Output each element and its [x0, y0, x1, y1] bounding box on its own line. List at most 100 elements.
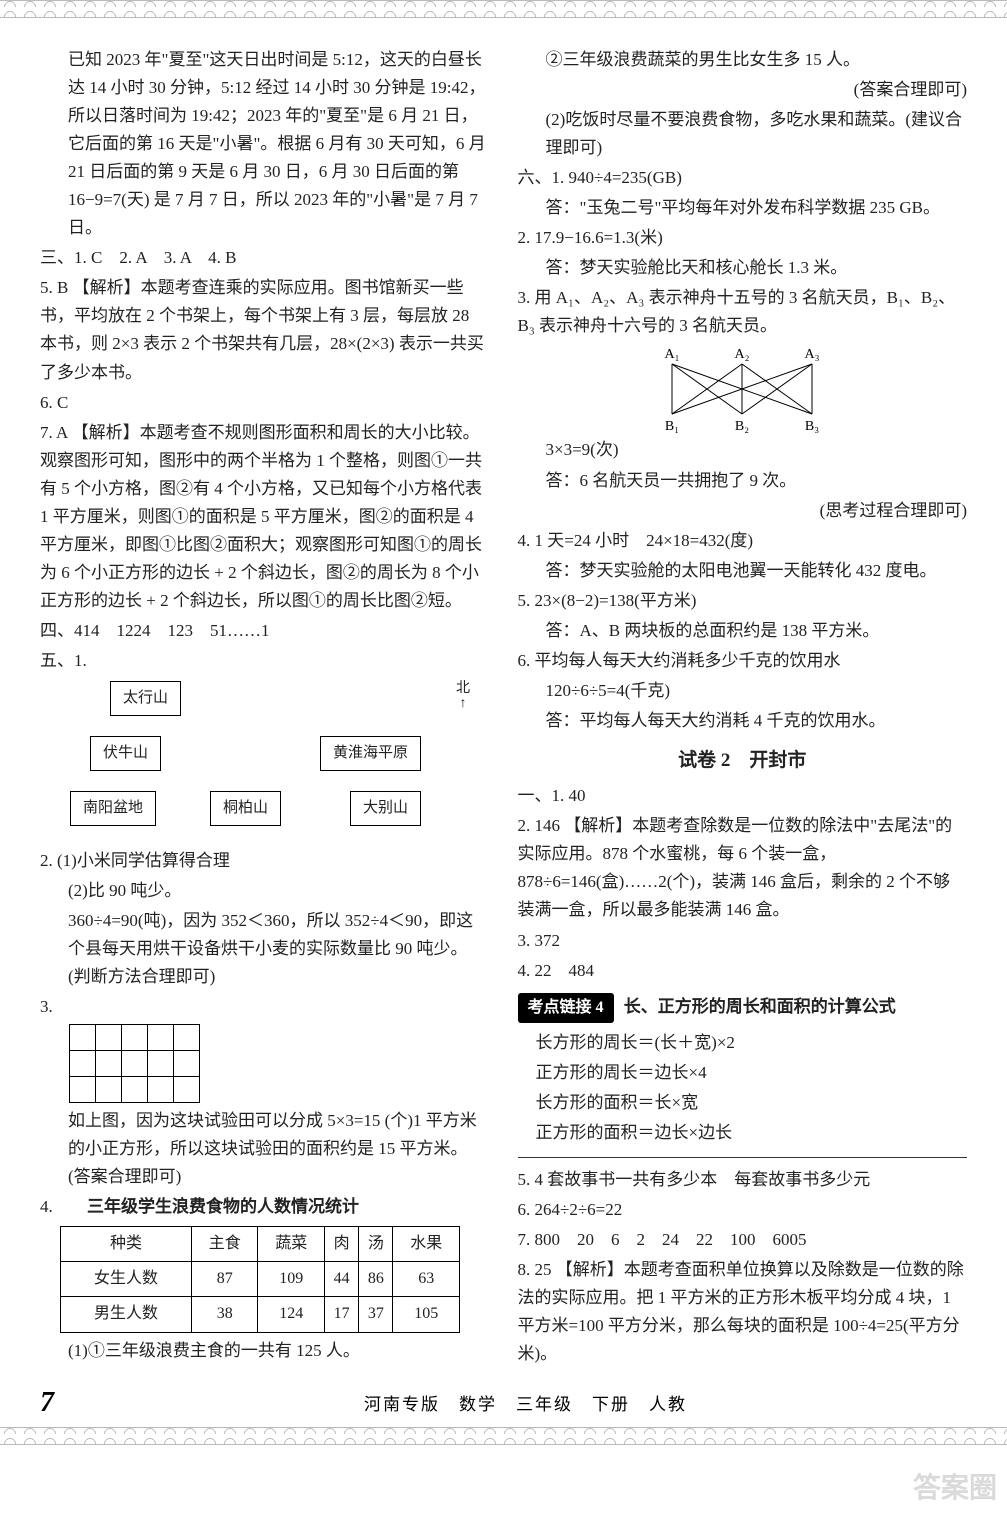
td: 37: [359, 1297, 393, 1332]
p2-1: 一、1. 40: [518, 782, 968, 810]
box-huanghuai: 黄淮海平原: [320, 736, 421, 771]
kaodian-row: 考点链接 4 长、正方形的周长和面积的计算公式: [518, 993, 968, 1023]
p2-7: 7. 800 20 6 2 24 22 100 6005: [518, 1226, 968, 1254]
td: 109: [258, 1261, 325, 1296]
td: 87: [191, 1261, 258, 1296]
sec5-1-label: 五、1.: [40, 647, 490, 675]
watermark: 答案圈: [913, 1466, 997, 1506]
box-taihang: 太行山: [110, 681, 181, 716]
sec3-item7: 7. A 【解析】本题考查不规则图形面积和周长的大小比较。观察图形可知，图形中的…: [40, 419, 490, 615]
s6-4: 4. 1 天=24 小时 24×18=432(度): [518, 527, 968, 555]
compass-icon: 北 ↑: [456, 681, 470, 712]
bipartite-graph: A₁ A₂ A₃ B₁ B₂ B₃: [632, 344, 852, 434]
sec3-item5: 5. B 【解析】本题考查连乘的实际应用。图书馆新买一些书，平均放在 2 个书架…: [40, 274, 490, 386]
td: 124: [258, 1297, 325, 1332]
s6-6b: 120÷6÷5=4(千克): [518, 677, 968, 705]
wave-decoration-bottom: [0, 1427, 1007, 1445]
kaodian-box: 长方形的周长＝(长＋宽)×2 正方形的周长＝边长×4 长方形的面积＝长×宽 正方…: [518, 1029, 968, 1158]
r2: (2)吃饭时尽量不要浪费食物，多吃水果和蔬菜。(建议合理即可): [518, 106, 968, 162]
sec3-line1: 三、1. C 2. A 3. A 4. B: [40, 244, 490, 272]
left-column: 已知 2023 年"夏至"这天日出时间是 5:12，这天的白昼长达 14 小时 …: [40, 46, 490, 1371]
table-row: 女生人数 87 109 44 86 63: [61, 1261, 460, 1296]
node-b3: B₃: [805, 419, 819, 434]
page-number: 7: [40, 1387, 54, 1419]
sec3-item6: 6. C: [40, 389, 490, 417]
sec5-4b: (1)①三年级浪费主食的一共有 125 人。: [40, 1337, 490, 1365]
td: 44: [324, 1261, 358, 1296]
kdlj-l3: 长方形的面积＝长×宽: [518, 1089, 968, 1117]
grid-5x3: [70, 1025, 490, 1103]
s6-3b: 3×3=9(次): [518, 436, 968, 464]
paper2-title: 试卷 2 开封市: [518, 745, 968, 776]
node-a3: A₃: [805, 347, 820, 362]
kaodian-badge: 考点链接 4: [518, 993, 614, 1023]
th: 汤: [359, 1226, 393, 1261]
th: 肉: [324, 1226, 358, 1261]
box-tongbai: 桐柏山: [210, 791, 281, 826]
s6-2b: 答：梦天实验舱比天和核心舱长 1.3 米。: [518, 254, 968, 282]
wave-decoration-top: [0, 0, 1007, 18]
s6-4b: 答：梦天实验舱的太阳电池翼一天能转化 432 度电。: [518, 557, 968, 585]
table-title: 三年级学生浪费食物的人数情况统计: [87, 1197, 359, 1216]
s6-6c: 答：平均每人每天大约消耗 4 千克的饮用水。: [518, 707, 968, 735]
td: 38: [191, 1297, 258, 1332]
r1: ②三年级浪费蔬菜的男生比女生多 15 人。: [518, 46, 968, 74]
th: 种类: [61, 1226, 192, 1261]
s6-2: 2. 17.9−16.6=1.3(米): [518, 224, 968, 252]
sec5-2c: 360÷4=90(吨)，因为 352＜360，所以 352÷4＜90，即这个县每…: [40, 907, 490, 991]
kdlj-l1: 长方形的周长＝(长＋宽)×2: [518, 1029, 968, 1057]
page-body: 已知 2023 年"夏至"这天日出时间是 5:12，这天的白昼长达 14 小时 …: [0, 18, 1007, 1381]
kaodian-title: 长、正方形的周长和面积的计算公式: [624, 997, 896, 1016]
node-b2: B₂: [735, 419, 749, 434]
sec5-2a: 2. (1)小米同学估算得合理: [40, 847, 490, 875]
td: 63: [393, 1261, 460, 1296]
compass-arrow: ↑: [460, 696, 467, 711]
s6-1: 六、1. 940÷4=235(GB): [518, 164, 968, 192]
s6-3: 3. 用 A₁、A₂、A₃ 表示神舟十五号的 3 名航天员，B₁、B₂、B₃ 表…: [518, 284, 968, 340]
td: 男生人数: [61, 1297, 192, 1332]
kdlj-l2: 正方形的周长＝边长×4: [518, 1059, 968, 1087]
node-a1: A₁: [665, 347, 680, 362]
node-b1: B₁: [665, 419, 679, 434]
sec5-2b: (2)比 90 吨少。: [40, 877, 490, 905]
p2-6: 6. 264÷2÷6=22: [518, 1196, 968, 1224]
kdlj-l4: 正方形的面积＝边长×边长: [518, 1119, 968, 1147]
table-row: 种类 主食 蔬菜 肉 汤 水果: [61, 1226, 460, 1261]
left-p1: 已知 2023 年"夏至"这天日出时间是 5:12，这天的白昼长达 14 小时 …: [40, 46, 490, 242]
td: 女生人数: [61, 1261, 192, 1296]
th: 主食: [191, 1226, 258, 1261]
table-row: 男生人数 38 124 17 37 105: [61, 1297, 460, 1332]
sec5-4-label: 4. 三年级学生浪费食物的人数情况统计: [40, 1193, 490, 1221]
sec5-3-label: 3.: [40, 993, 490, 1021]
s6-3c: 答：6 名航天员一共拥抱了 9 次。: [518, 467, 968, 495]
td: 86: [359, 1261, 393, 1296]
p2-3: 3. 372: [518, 927, 968, 955]
mountain-diagram: 北 ↑ 太行山 伏牛山 黄淮海平原 南阳盆地 桐柏山 大别山: [70, 681, 470, 841]
p2-5: 5. 4 套故事书一共有多少本 每套故事书多少元: [518, 1166, 968, 1194]
s6-3d: (思考过程合理即可): [518, 497, 968, 525]
td: 17: [324, 1297, 358, 1332]
p2-8: 8. 25 【解析】本题考查面积单位换算以及除数是一位数的除法的实际应用。把 1…: [518, 1256, 968, 1368]
box-funiu: 伏牛山: [90, 736, 161, 771]
page-footer: 7 河南专版 数学 三年级 下册 人教: [0, 1381, 1007, 1427]
right-column: ②三年级浪费蔬菜的男生比女生多 15 人。 (答案合理即可) (2)吃饭时尽量不…: [518, 46, 968, 1371]
p2-4: 4. 22 484: [518, 957, 968, 985]
box-dabie: 大别山: [350, 791, 421, 826]
p2-2: 2. 146 【解析】本题考查除数是一位数的除法中"去尾法"的实际应用。878 …: [518, 812, 968, 924]
node-a2: A₂: [735, 347, 750, 362]
s6-6: 6. 平均每人每天大约消耗多少千克的饮用水: [518, 647, 968, 675]
s6-1b: 答："玉兔二号"平均每年对外发布科学数据 235 GB。: [518, 194, 968, 222]
box-nanyang: 南阳盆地: [70, 791, 156, 826]
td: 105: [393, 1297, 460, 1332]
sec4: 四、414 1224 123 51……1: [40, 617, 490, 645]
s6-5b: 答：A、B 两块板的总面积约是 138 平方米。: [518, 617, 968, 645]
s6-5: 5. 23×(8−2)=138(平方米): [518, 587, 968, 615]
sec5-3b: 如上图，因为这块试验田可以分成 5×3=15 (个)1 平方米的小正方形，所以这…: [40, 1107, 490, 1191]
waste-stats-table: 种类 主食 蔬菜 肉 汤 水果 女生人数 87 109 44 86 63 男生人…: [60, 1226, 460, 1333]
sec5-4-num: 4.: [40, 1197, 53, 1216]
compass-north: 北: [456, 681, 470, 696]
footer-text: 河南专版 数学 三年级 下册 人教: [84, 1390, 967, 1415]
r1b: (答案合理即可): [518, 76, 968, 104]
th: 水果: [393, 1226, 460, 1261]
th: 蔬菜: [258, 1226, 325, 1261]
